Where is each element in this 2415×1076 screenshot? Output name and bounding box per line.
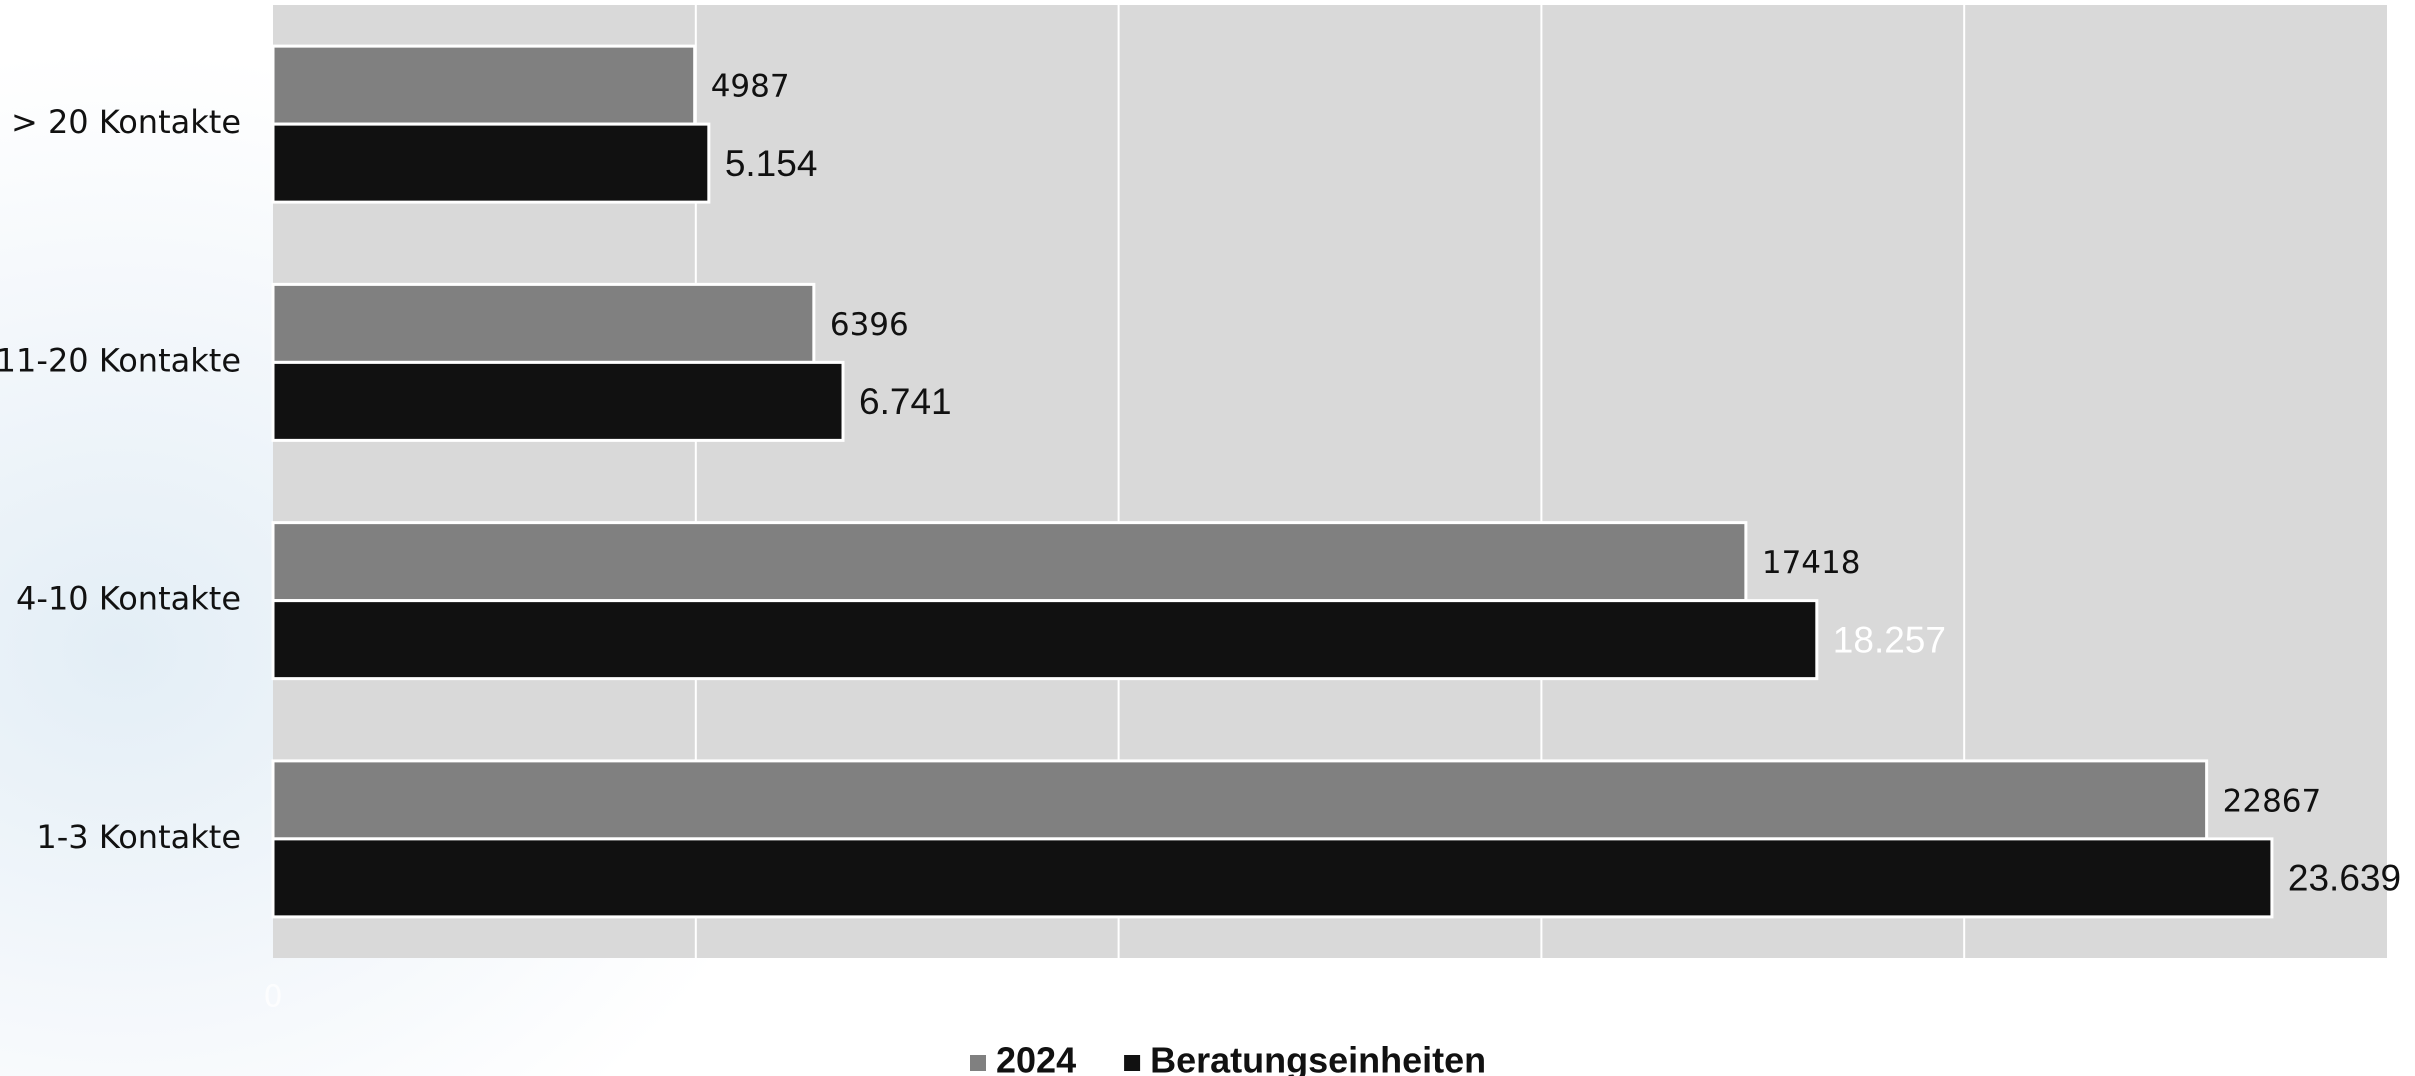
legend-swatch — [1124, 1055, 1141, 1071]
legend-swatch — [970, 1055, 986, 1071]
x-tick-label: 25000 — [2339, 980, 2415, 1015]
legend: 2024 Beratungseinheiten — [970, 1040, 1486, 1076]
data-label: 5.154 — [725, 143, 818, 184]
x-tick-label: 0 — [263, 980, 282, 1015]
data-label: 23.639 — [2288, 858, 2401, 899]
data-label: 18.257 — [1833, 619, 1946, 660]
data-label: 17418 — [1762, 545, 1861, 581]
bar — [271, 521, 1748, 603]
x-tick-label: 20000 — [1916, 980, 2011, 1015]
y-tick-label: > 20 Kontakte — [11, 103, 241, 141]
legend-label: Beratungseinheiten — [1150, 1040, 1486, 1076]
y-tick-label: 4-10 Kontakte — [16, 580, 241, 618]
bar — [271, 122, 711, 204]
y-tick-label: 1-3 Kontakte — [36, 818, 241, 856]
bar — [271, 282, 816, 364]
x-tick-label: 5000 — [658, 980, 734, 1015]
bar — [271, 44, 697, 126]
legend-label: 2024 — [996, 1040, 1076, 1076]
y-tick-label: 11-20 Kontakte — [0, 341, 241, 379]
bar — [271, 360, 845, 442]
data-label: 6396 — [830, 307, 909, 343]
x-tick-label: 15000 — [1494, 980, 1589, 1015]
bar — [271, 837, 2274, 919]
x-tick-label: 10000 — [1071, 980, 1166, 1015]
data-label: 6.741 — [859, 381, 952, 422]
bar — [271, 599, 1819, 681]
data-label: 22867 — [2223, 783, 2322, 819]
bar — [271, 759, 2209, 841]
data-label: 4987 — [711, 69, 790, 105]
